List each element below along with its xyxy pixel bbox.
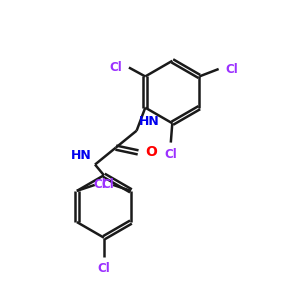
Text: HN: HN [139, 115, 160, 128]
Text: HN: HN [71, 149, 92, 162]
Text: Cl: Cl [164, 148, 177, 161]
Text: Cl: Cl [225, 62, 238, 76]
Text: Cl: Cl [94, 178, 106, 191]
Text: Cl: Cl [110, 61, 122, 74]
Text: Cl: Cl [98, 262, 110, 275]
Text: O: O [146, 146, 158, 159]
Text: Cl: Cl [101, 178, 114, 191]
